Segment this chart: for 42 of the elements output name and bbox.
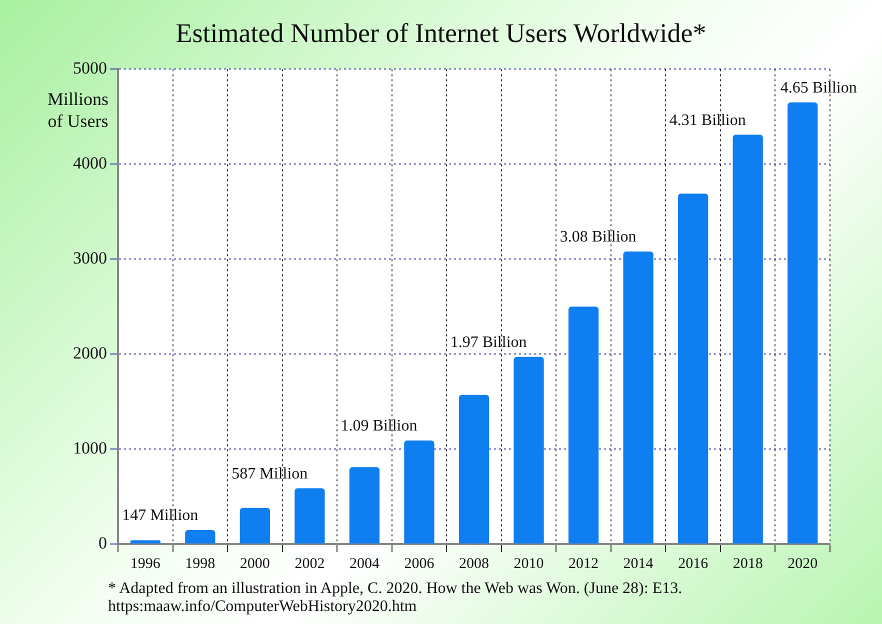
bar [788, 102, 818, 544]
bar [130, 540, 160, 544]
bar [240, 508, 270, 544]
x-tick-label: 2008 [459, 556, 489, 572]
bar [458, 394, 490, 544]
annotation: 4.31 Billion [669, 112, 746, 129]
y-tick-label: 1000 [73, 438, 107, 458]
x-tick-label: 2006 [404, 556, 435, 572]
x-tick-label: 2004 [349, 556, 380, 572]
x-tick-label: 1998 [185, 556, 216, 572]
x-tick-label: 2014 [623, 556, 654, 572]
x-tick-label: 2010 [514, 556, 544, 572]
y-tick-label: 4000 [73, 154, 107, 173]
x-tick-label: 2012 [568, 556, 599, 572]
bar [568, 306, 599, 544]
bar [404, 440, 434, 544]
annotation: 587 Million [232, 465, 308, 482]
y-axis-title: Millions of Users [47, 88, 109, 131]
annotation: 1.97 Billion [450, 334, 527, 352]
x-tick-label: 1996 [130, 556, 161, 572]
bar [514, 356, 544, 544]
x-tick-label: 2016 [678, 556, 709, 572]
x-tick-label: 2002 [294, 556, 325, 572]
annotation: 4.65 Billion [780, 80, 857, 97]
text: * Adapted from an illustration in Apple, C. 2020. How the Web was Won. (June 28): E13. https:maaw.info/ComputerWebHistory2020.htm [108, 580, 684, 616]
annotation: 3.08 Billion [560, 228, 636, 246]
y-tick-label: 2000 [73, 344, 107, 363]
bar [623, 252, 654, 544]
bar [294, 488, 325, 544]
bar [185, 530, 216, 544]
annotation: 1.09 Billion [340, 418, 418, 435]
bar [349, 467, 380, 544]
bar [678, 194, 708, 544]
y-tick-label: 3000 [73, 248, 107, 268]
x-tick-label: 2000 [240, 556, 270, 572]
chart-title: Estimated Number of Internet Users Worldwide* [174, 18, 708, 49]
y-tick-label: 0 [98, 533, 107, 552]
bar [732, 134, 763, 544]
x-tick-label: 2020 [788, 556, 818, 572]
x-tick-label: 2018 [732, 556, 763, 572]
y-tick-label: 5000 [73, 58, 107, 78]
annotation: 147 Million [122, 507, 198, 524]
